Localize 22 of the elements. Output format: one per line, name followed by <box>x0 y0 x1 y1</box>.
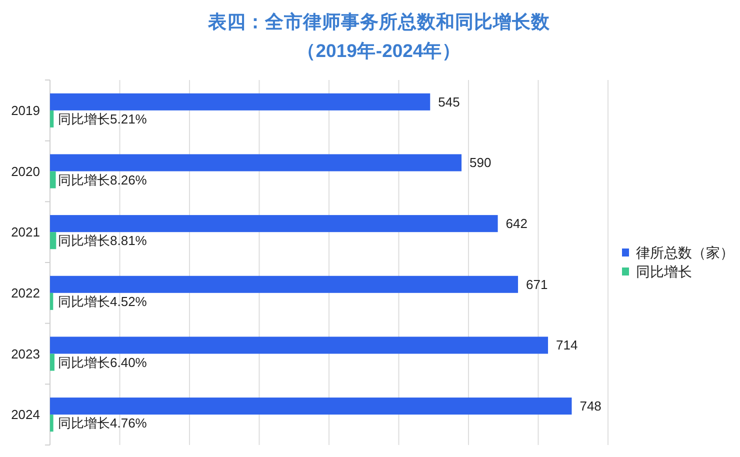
data-label: 545 <box>438 94 460 110</box>
y-tick-label: 2023 <box>11 346 40 362</box>
legend-label: 律所总数（家） <box>636 244 734 260</box>
title: 表四：全市律师事务所总数和同比增长数 <box>208 11 550 32</box>
data-label: 714 <box>556 338 578 353</box>
y-tick-label: 2019 <box>11 102 40 118</box>
y-tick-label: 2022 <box>11 285 40 300</box>
data-label: 同比增长4.76% <box>58 416 147 431</box>
data-label: 748 <box>580 398 602 414</box>
y-tick-label: 2020 <box>11 164 40 179</box>
data-label: 590 <box>470 155 492 170</box>
legend-label: 同比增长 <box>636 264 692 280</box>
data-label: 642 <box>506 216 528 232</box>
data-label: 同比增长8.26% <box>58 172 147 188</box>
data-label: 同比增长5.21% <box>58 111 147 126</box>
y-tick-label: 2021 <box>11 224 40 240</box>
subtitle: （2019年-2024年） <box>296 40 462 61</box>
y-tick-label: 2024 <box>11 407 40 422</box>
data-label: 同比增长8.81% <box>58 233 147 248</box>
data-label: 同比增长6.40% <box>58 354 147 370</box>
data-label: 同比增长4.52% <box>58 294 147 309</box>
data-label: 671 <box>526 276 548 292</box>
